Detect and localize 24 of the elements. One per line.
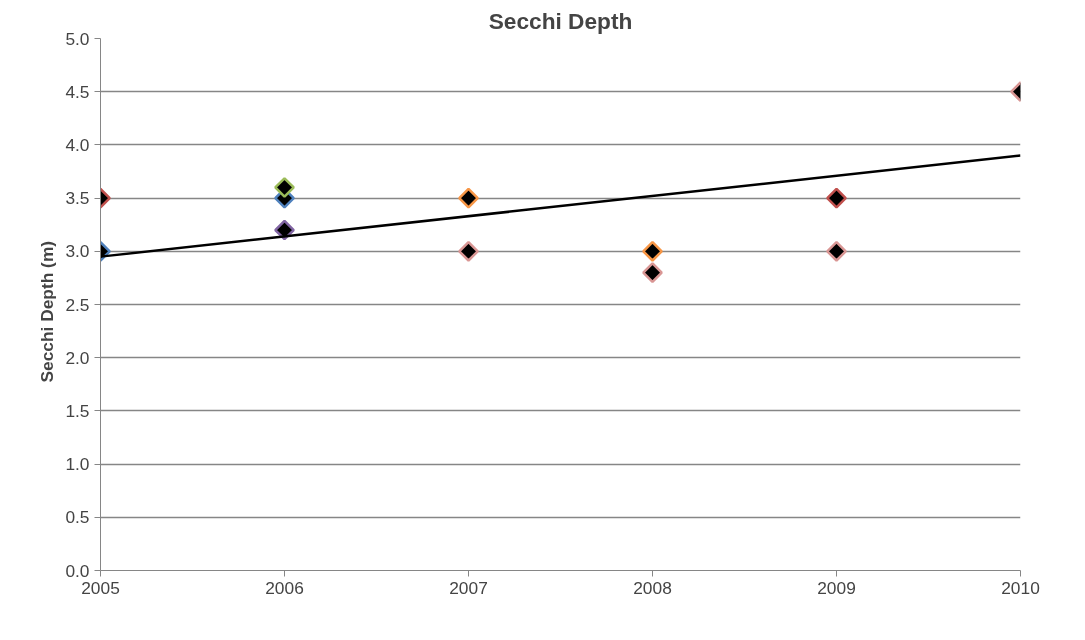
y-tick-label: 2.5: [65, 294, 90, 315]
point: [458, 240, 479, 262]
point: [642, 262, 663, 284]
y-axis-title: Secchi Depth (m): [37, 240, 58, 383]
point: [642, 240, 663, 262]
y-tick-label: 2.0: [65, 347, 90, 368]
y-tick-label: 1.5: [65, 400, 90, 421]
x-tick-label: 2010: [1001, 577, 1040, 598]
x-tick-label: 2007: [449, 577, 488, 598]
y-tick-label: 4.5: [65, 81, 90, 102]
y-tick-label: 3.5: [65, 188, 90, 209]
y-tick-label: 4.0: [65, 134, 90, 155]
x-tick-label: 2008: [633, 577, 672, 598]
point: [274, 219, 295, 241]
y-tick-label: 3.0: [65, 241, 90, 262]
chart-title: Secchi Depth: [488, 7, 633, 34]
x-tick-label: 2009: [817, 577, 856, 598]
y-tick-label: 1.0: [65, 454, 90, 475]
point: [458, 187, 479, 209]
y-tick-label: 0.5: [65, 507, 90, 528]
point: [274, 177, 295, 198]
x-tick-label: 2006: [265, 577, 304, 598]
point: [826, 240, 847, 262]
y-tick-label: 5.0: [65, 28, 90, 49]
